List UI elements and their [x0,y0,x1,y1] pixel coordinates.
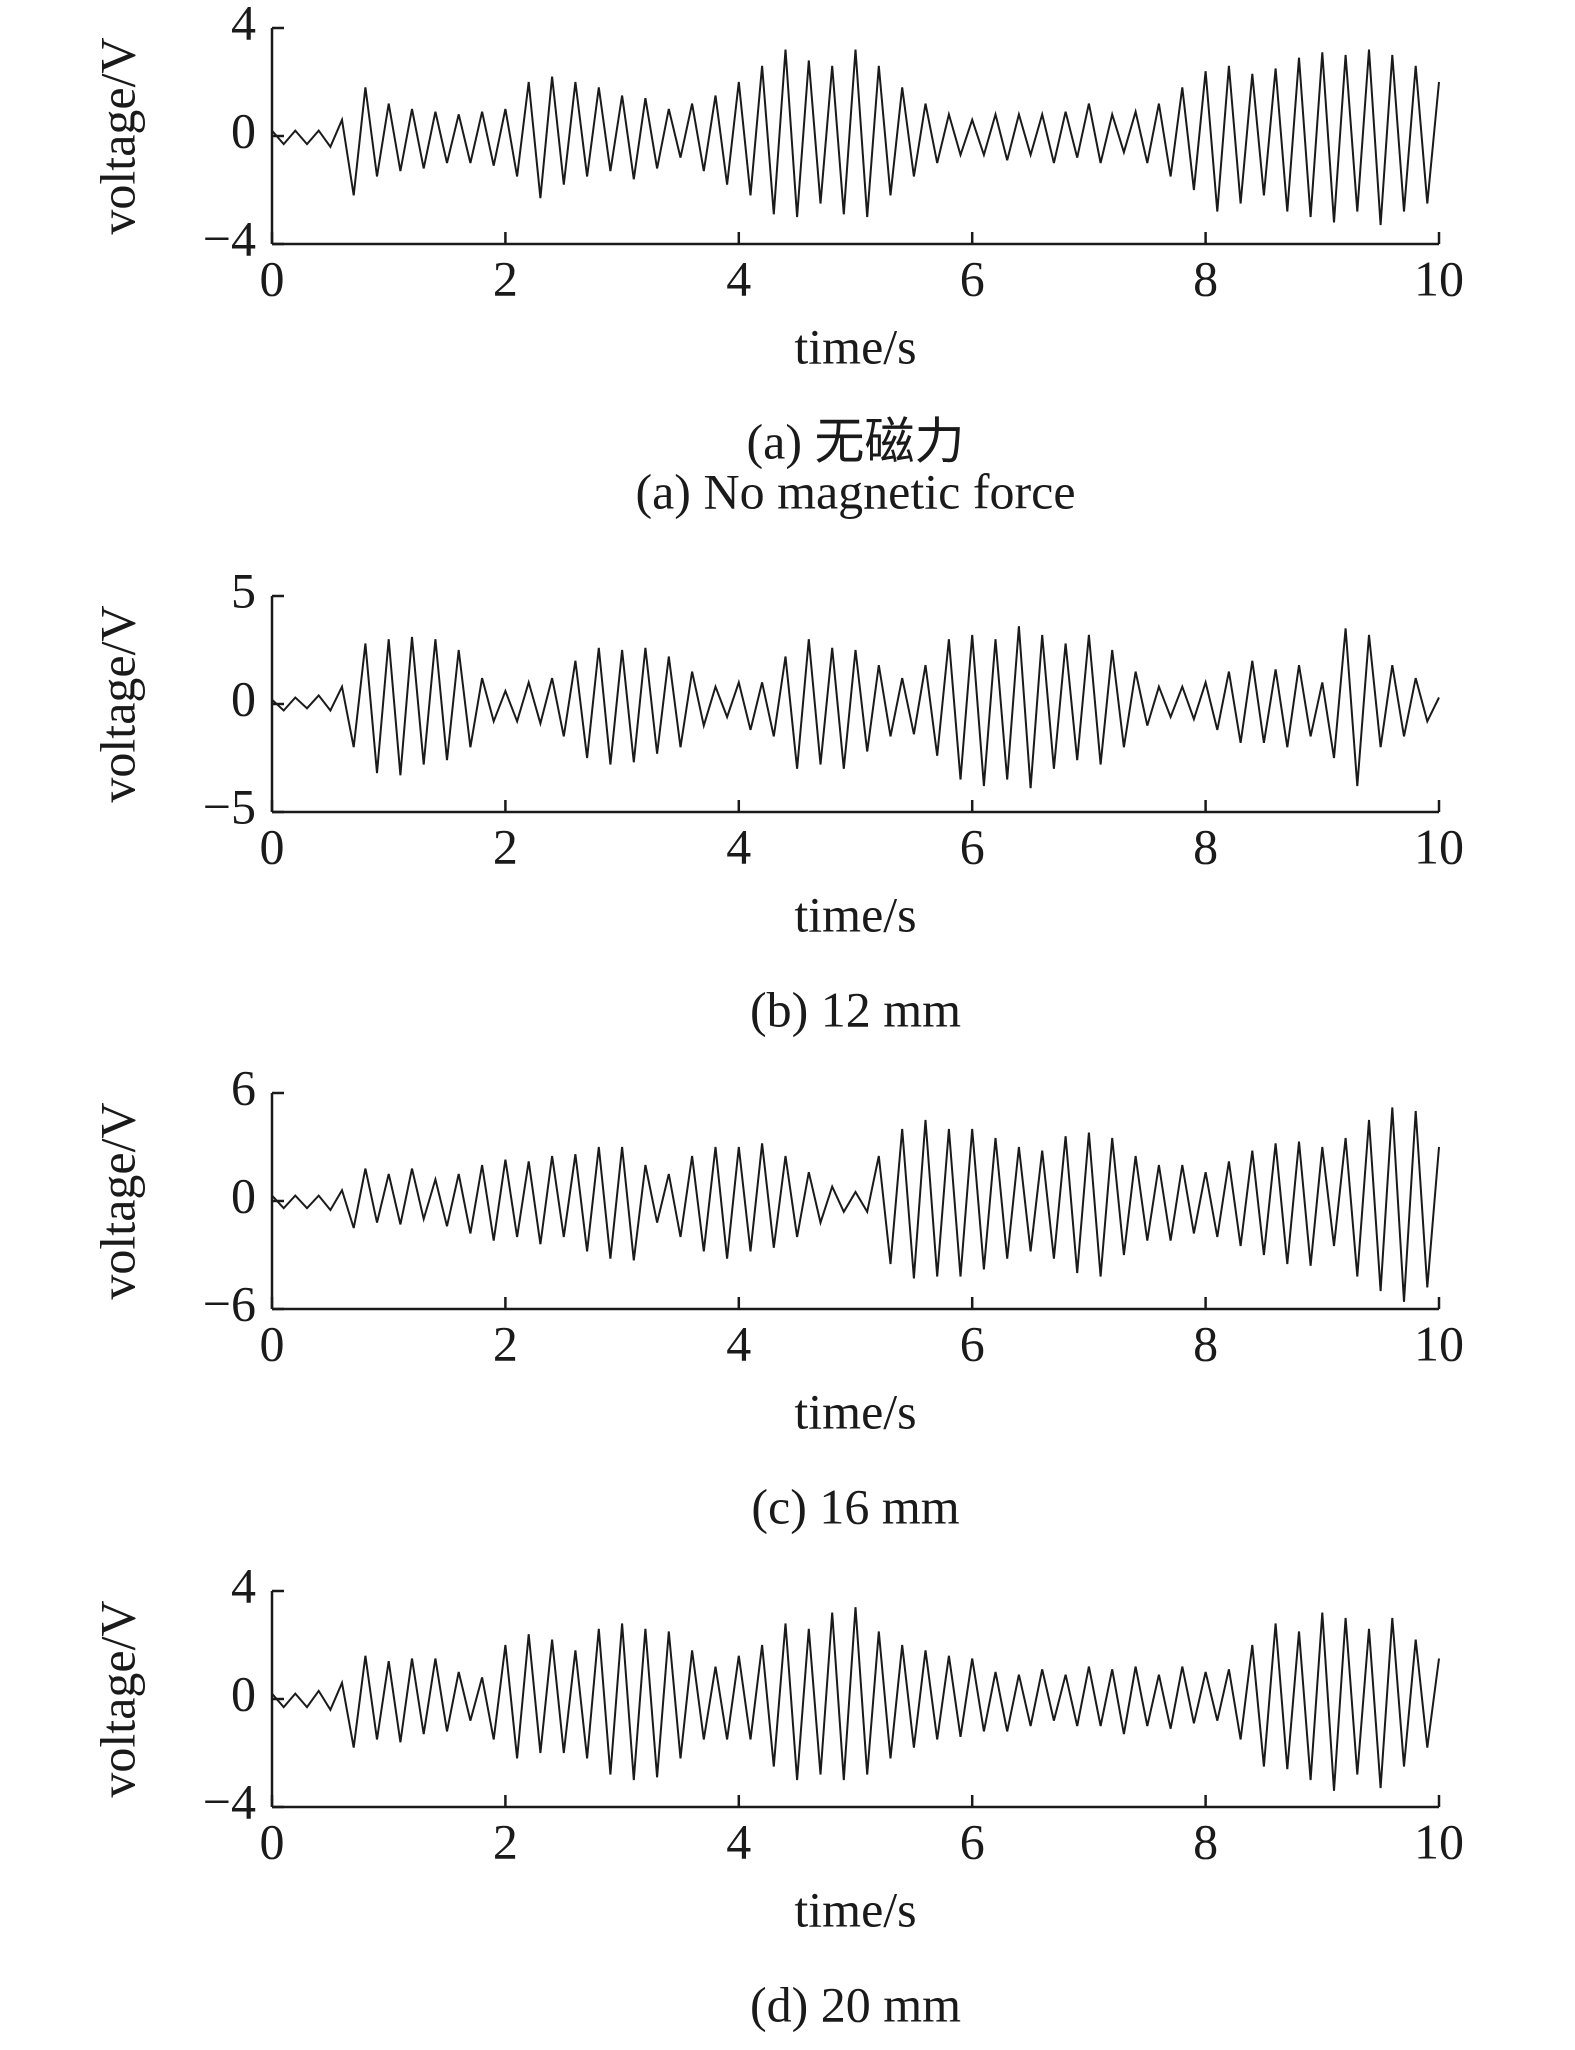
x-tick-label: 10 [1414,1315,1464,1371]
x-tick-label: 6 [960,1315,985,1371]
x-tick-label: 2 [493,818,518,874]
x-tick-label: 8 [1193,250,1218,306]
y-tick-label: 0 [231,102,256,158]
x-tick-label: 4 [726,1315,751,1371]
y-tick-label: −6 [203,1275,256,1331]
x-tick-label: 6 [960,818,985,874]
signal-line [271,1107,1440,1302]
y-tick-label: 0 [231,670,256,726]
y-tick-label: −4 [203,210,256,266]
y-tick-label: −4 [203,1773,256,1829]
x-tick-label: 10 [1414,1813,1464,1869]
y-axis-label: voltage/V [89,1600,145,1797]
x-tick-label: 8 [1193,1315,1218,1371]
x-tick-label: 6 [960,250,985,306]
y-tick-label: 5 [231,562,256,618]
x-tick-label: 0 [260,1315,285,1371]
x-tick-label: 2 [493,1315,518,1371]
y-tick-label: 4 [231,0,256,50]
caption: (c) 16 mm [751,1478,959,1534]
y-axis-label: voltage/V [89,605,145,802]
signal-line [271,1607,1440,1791]
x-axis-label: time/s [794,1881,916,1937]
x-axis-label: time/s [794,1383,916,1439]
signal-line [271,49,1440,226]
y-tick-label: 4 [231,1557,256,1613]
x-tick-label: 10 [1414,250,1464,306]
x-tick-label: 2 [493,250,518,306]
caption: (d) 20 mm [750,1976,961,2032]
y-tick-label: 0 [231,1665,256,1721]
y-tick-label: 6 [231,1059,256,1115]
caption: (b) 12 mm [750,981,961,1037]
y-tick-label: 0 [231,1167,256,1223]
caption: (a) No magnetic force [635,463,1075,519]
signal-line [271,626,1440,789]
y-axis-label: voltage/V [89,1102,145,1299]
caption: (a) 无磁力 [747,413,965,469]
x-tick-label: 0 [260,250,285,306]
x-tick-label: 2 [493,1813,518,1869]
x-tick-label: 8 [1193,1813,1218,1869]
x-tick-label: 10 [1414,818,1464,874]
x-tick-label: 0 [260,818,285,874]
x-tick-label: 4 [726,1813,751,1869]
x-tick-label: 0 [260,1813,285,1869]
x-axis-label: time/s [794,318,916,374]
x-tick-label: 6 [960,1813,985,1869]
y-axis-label: voltage/V [89,37,145,234]
x-axis-label: time/s [794,886,916,942]
x-tick-label: 4 [726,250,751,306]
y-tick-label: −5 [203,778,256,834]
x-tick-label: 4 [726,818,751,874]
x-tick-label: 8 [1193,818,1218,874]
